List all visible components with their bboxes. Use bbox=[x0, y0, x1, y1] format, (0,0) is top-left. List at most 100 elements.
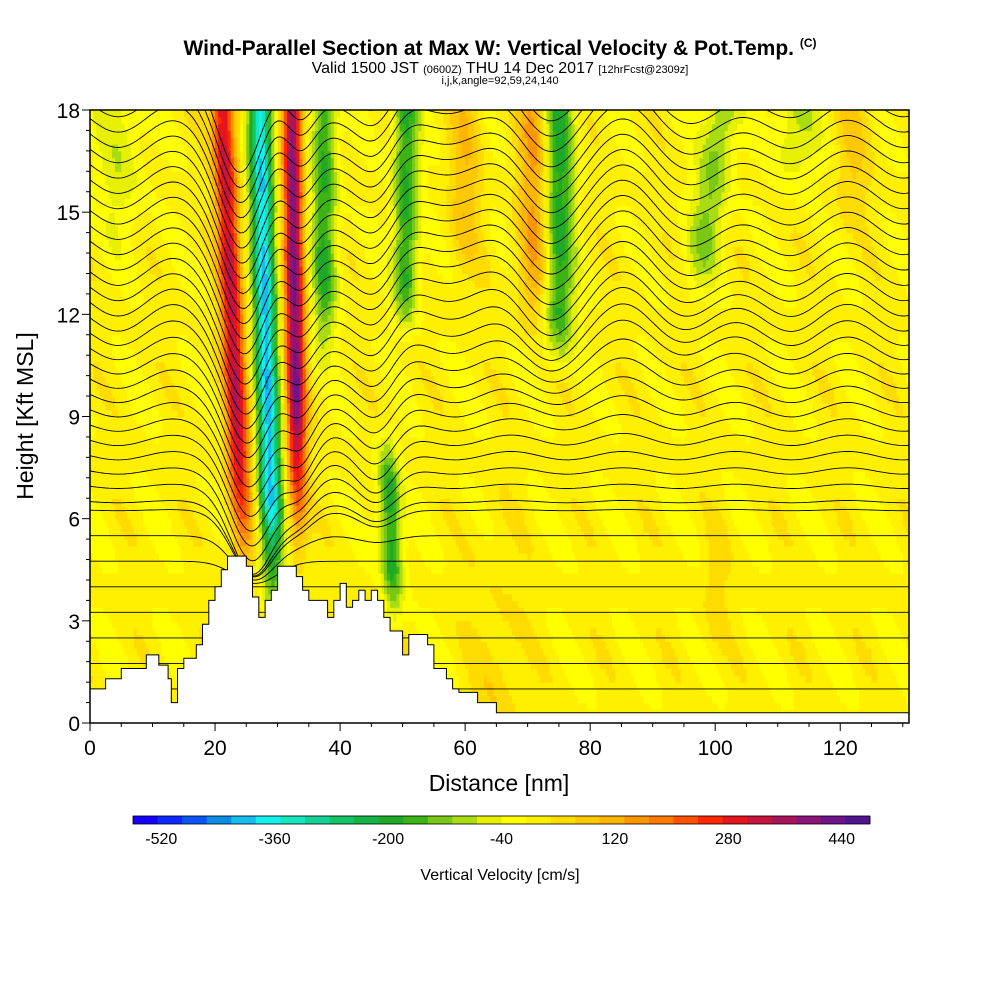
velocity-cell bbox=[821, 627, 826, 636]
velocity-cell bbox=[443, 641, 447, 649]
velocity-cell bbox=[590, 695, 594, 704]
velocity-cell bbox=[136, 627, 141, 636]
velocity-cell bbox=[840, 620, 844, 629]
velocity-cell bbox=[612, 675, 616, 683]
velocity-cell bbox=[480, 641, 485, 649]
velocity-cell bbox=[96, 607, 100, 615]
velocity-cell bbox=[590, 614, 594, 622]
velocity-cell bbox=[637, 661, 641, 670]
velocity-cell bbox=[880, 593, 885, 601]
velocity-cell bbox=[790, 627, 794, 636]
velocity-cell bbox=[658, 702, 663, 710]
velocity-cell bbox=[543, 641, 547, 649]
velocity-cell bbox=[727, 695, 732, 704]
velocity-cell bbox=[665, 668, 669, 676]
velocity-cell bbox=[390, 614, 394, 622]
velocity-cell bbox=[821, 600, 826, 608]
velocity-cell bbox=[152, 614, 157, 622]
velocity-cell bbox=[849, 668, 854, 676]
velocity-cell bbox=[640, 654, 644, 663]
velocity-cell bbox=[668, 695, 673, 704]
velocity-cell bbox=[793, 620, 798, 629]
velocity-cell bbox=[161, 648, 166, 656]
velocity-cell bbox=[740, 695, 744, 704]
velocity-cell bbox=[608, 682, 613, 690]
velocity-cell bbox=[499, 627, 504, 636]
velocity-cell bbox=[740, 661, 744, 670]
velocity-cell bbox=[668, 620, 673, 629]
velocity-cell bbox=[802, 600, 807, 608]
velocity-cell bbox=[205, 614, 210, 622]
velocity-cell bbox=[574, 668, 579, 676]
velocity-cell bbox=[796, 620, 801, 629]
velocity-cell bbox=[783, 675, 788, 683]
velocity-cell bbox=[499, 654, 504, 663]
velocity-cell bbox=[783, 614, 788, 622]
velocity-cell bbox=[827, 668, 832, 676]
velocity-cell bbox=[318, 593, 322, 601]
velocity-cell bbox=[805, 593, 810, 601]
velocity-cell bbox=[546, 688, 551, 697]
velocity-cell bbox=[671, 682, 676, 690]
velocity-cell bbox=[490, 600, 494, 608]
velocity-cell bbox=[480, 682, 485, 690]
velocity-cell bbox=[905, 627, 909, 636]
velocity-cell bbox=[902, 607, 907, 615]
velocity-cell bbox=[108, 586, 113, 595]
velocity-cell bbox=[508, 668, 513, 676]
velocity-cell bbox=[549, 668, 554, 676]
velocity-cell bbox=[655, 654, 660, 663]
velocity-cell bbox=[765, 675, 769, 683]
velocity-cell bbox=[452, 682, 457, 690]
velocity-cell bbox=[680, 620, 685, 629]
velocity-cell bbox=[121, 600, 125, 608]
velocity-cell bbox=[577, 607, 582, 615]
velocity-cell bbox=[733, 654, 738, 663]
velocity-cell bbox=[390, 607, 394, 615]
velocity-cell bbox=[587, 702, 591, 710]
velocity-cell bbox=[399, 620, 404, 629]
velocity-cell bbox=[455, 661, 460, 670]
velocity-cell bbox=[158, 614, 163, 622]
velocity-cell bbox=[646, 695, 651, 704]
velocity-cell bbox=[780, 641, 785, 649]
velocity-cell bbox=[446, 614, 451, 622]
velocity-cell bbox=[427, 607, 432, 615]
velocity-cell bbox=[780, 661, 785, 670]
velocity-cell bbox=[496, 614, 501, 622]
velocity-cell bbox=[683, 614, 688, 622]
velocity-cell bbox=[687, 695, 691, 704]
velocity-cell bbox=[746, 668, 751, 676]
velocity-cell bbox=[568, 648, 572, 656]
velocity-cell bbox=[93, 627, 97, 636]
velocity-cell bbox=[705, 668, 710, 676]
velocity-cell bbox=[874, 668, 879, 676]
velocity-cell bbox=[93, 675, 97, 683]
velocity-cell bbox=[755, 661, 760, 670]
velocity-cell bbox=[818, 627, 823, 636]
velocity-cell bbox=[552, 607, 557, 615]
velocity-cell bbox=[721, 593, 726, 601]
velocity-cell bbox=[868, 675, 873, 683]
velocity-cell bbox=[546, 614, 551, 622]
velocity-cell bbox=[677, 661, 682, 670]
velocity-cell bbox=[808, 620, 813, 629]
velocity-cell bbox=[571, 654, 576, 663]
velocity-cell bbox=[693, 668, 698, 676]
velocity-cell bbox=[512, 641, 516, 649]
velocity-cell bbox=[518, 627, 522, 636]
velocity-cell bbox=[146, 627, 150, 636]
velocity-cell bbox=[840, 607, 844, 615]
velocity-cell bbox=[543, 607, 547, 615]
velocity-cell bbox=[777, 614, 782, 622]
velocity-cell bbox=[527, 641, 532, 649]
velocity-cell bbox=[146, 593, 150, 601]
velocity-cell bbox=[461, 682, 466, 690]
velocity-cell bbox=[93, 641, 97, 649]
velocity-cell bbox=[727, 654, 732, 663]
velocity-cell bbox=[755, 593, 760, 601]
velocity-cell bbox=[552, 614, 557, 622]
velocity-cell bbox=[143, 641, 147, 649]
velocity-cell bbox=[705, 695, 710, 704]
velocity-cell bbox=[733, 695, 738, 704]
